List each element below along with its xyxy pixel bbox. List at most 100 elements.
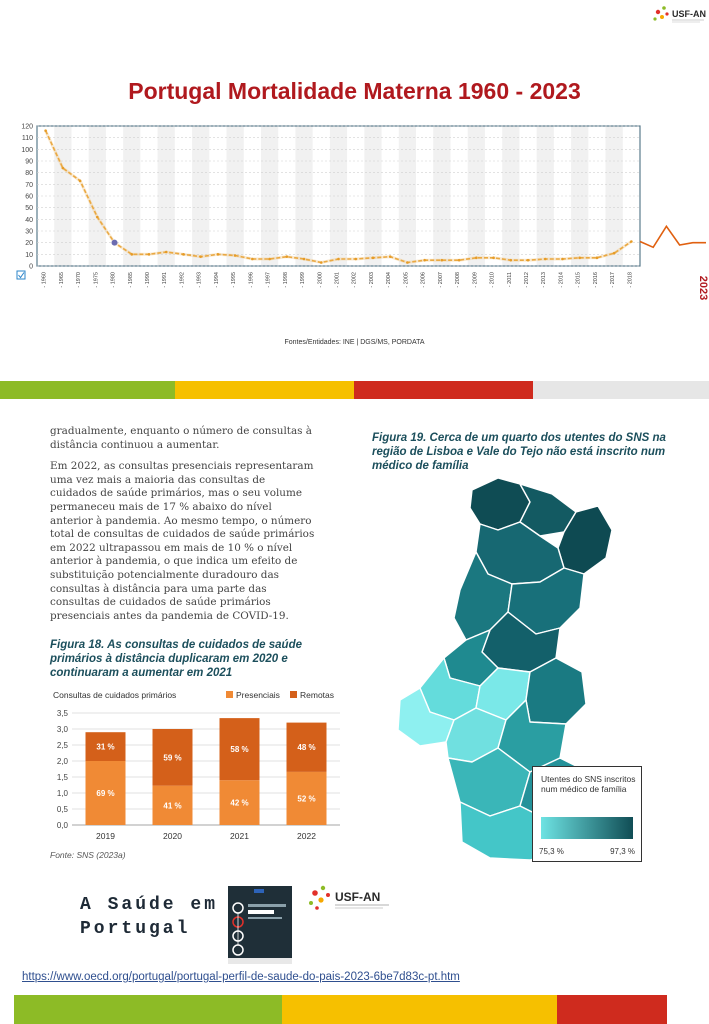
x-tick-label: - 2012 xyxy=(524,272,530,288)
data-point xyxy=(251,257,254,261)
y-tick-label: 90 xyxy=(25,159,33,166)
x-tick-label: - 1970 xyxy=(76,272,82,288)
consultations-bar-chart: Consultas de cuidados primários Presencia… xyxy=(53,690,340,841)
x-tick-label: - 1995 xyxy=(231,272,237,288)
x-tick-label: - 1991 xyxy=(162,272,168,288)
bar-value-label: 52 % xyxy=(297,794,315,803)
y-tick-label: 110 xyxy=(22,135,33,142)
bar-chart-title: Consultas de cuidados primários xyxy=(53,690,176,700)
x-tick-label: - 2013 xyxy=(541,272,547,288)
bar-segment xyxy=(219,780,260,825)
chart-band xyxy=(295,126,313,266)
bar-value-label: 41 % xyxy=(163,801,181,810)
data-point xyxy=(233,254,237,257)
checkbox-icon xyxy=(16,270,26,280)
oecd-report-link[interactable]: https://www.oecd.org/portugal/portugal-p… xyxy=(22,971,460,983)
x-tick-label: - 1996 xyxy=(248,272,254,288)
bar-category-label: 2022 xyxy=(297,831,316,841)
y-tick-label: 40 xyxy=(25,217,33,224)
bar-y-tick-label: 3,0 xyxy=(57,725,69,734)
data-point xyxy=(371,256,375,260)
bar-y-tick-label: 3,5 xyxy=(57,709,69,718)
data-point xyxy=(440,258,444,262)
bar-value-label: 59 % xyxy=(163,753,181,762)
data-point xyxy=(492,256,495,260)
data-point xyxy=(578,256,581,260)
figure18-source: Fonte: SNS (2023a) xyxy=(50,850,126,860)
bar-value-label: 31 % xyxy=(96,743,114,752)
y-tick-label: 60 xyxy=(25,194,33,201)
data-point xyxy=(78,179,82,183)
x-tick-label: - 2003 xyxy=(369,272,375,288)
series-extension-line xyxy=(639,224,706,249)
data-point xyxy=(526,258,530,262)
chart-band xyxy=(571,126,589,266)
data-point xyxy=(130,253,134,256)
data-point xyxy=(595,256,599,260)
x-tick-label: - 2000 xyxy=(317,272,323,288)
data-point xyxy=(457,258,461,262)
book-title-line-2: Portugal xyxy=(80,919,191,939)
y-tick-label: 50 xyxy=(25,205,33,212)
bar-category-label: 2021 xyxy=(230,831,249,841)
data-point xyxy=(543,257,547,261)
page-title: Portugal Mortalidade Materna 1960 - 2023 xyxy=(128,78,581,104)
mortality-line-chart: Taxa - Por cem mil1201101009080706050403… xyxy=(16,118,709,300)
bar-segment xyxy=(85,732,126,761)
logo-text-top: USF-AN xyxy=(672,9,706,19)
bar-segment xyxy=(286,722,327,772)
y-tick-label: 0 xyxy=(29,264,33,271)
x-tick-label: - 2016 xyxy=(593,272,599,288)
legend-swatch xyxy=(290,691,297,698)
data-point xyxy=(199,255,202,258)
bar-y-tick-label: 1,0 xyxy=(57,789,69,798)
x-tick-label: - 2008 xyxy=(455,272,461,288)
legend-label: Remotas xyxy=(300,690,334,700)
bar-value-label: 58 % xyxy=(230,745,248,754)
y-tick-label: 30 xyxy=(25,229,33,236)
data-point xyxy=(630,240,633,243)
x-tick-label: - 2011 xyxy=(507,272,513,287)
x-tick-label: - 1998 xyxy=(283,272,289,288)
x-tick-label: - 1980 xyxy=(111,272,117,288)
data-point xyxy=(61,166,65,170)
data-point xyxy=(302,257,306,261)
x-tick-label: - 2010 xyxy=(490,272,496,288)
chart-band xyxy=(398,126,417,266)
bottom-stripe-green xyxy=(14,995,282,1024)
data-point xyxy=(423,258,426,262)
bar-segment xyxy=(152,729,193,786)
x-tick-label: - 1960 xyxy=(42,272,48,288)
data-point xyxy=(612,251,616,255)
data-point xyxy=(44,129,47,132)
bar-category-label: 2019 xyxy=(96,831,115,841)
usf-an-logo-icon: USF-AN xyxy=(309,885,389,910)
data-point xyxy=(509,258,513,262)
bar-segment xyxy=(219,718,260,781)
map-legend-max: 97,3 % xyxy=(610,847,635,856)
checkbox-box xyxy=(16,270,26,280)
y-tick-label: 80 xyxy=(25,170,33,177)
x-tick-label: - 2001 xyxy=(335,272,341,288)
chart-sources: Fontes/Entidades: INE | DGS/MS, PORDATA xyxy=(284,339,425,346)
data-point xyxy=(147,253,151,256)
article-paragraph-1: gradualmente, enquanto o número de consu… xyxy=(50,425,312,451)
chart-band xyxy=(192,126,210,266)
y-tick-label: 70 xyxy=(25,182,33,189)
bar-y-tick-label: 2,0 xyxy=(57,757,69,766)
x-tick-label: - 1999 xyxy=(300,272,306,288)
y-tick-label: 20 xyxy=(25,240,33,247)
x-tick-label: - 1994 xyxy=(214,272,220,288)
book-title: A Saúde em Portugal xyxy=(80,893,218,941)
x-tick-label: - 2017 xyxy=(610,272,616,288)
map-legend: Utentes do SNS inscritos num médico de f… xyxy=(532,766,642,862)
x-tick-label: - 1992 xyxy=(179,272,185,288)
data-point xyxy=(285,255,289,258)
bottom-stripe-yellow xyxy=(282,995,557,1024)
data-point xyxy=(216,253,220,256)
chart-band xyxy=(467,126,485,266)
data-point xyxy=(475,256,478,260)
x-tick-label: - 2002 xyxy=(352,272,358,288)
stripe-green xyxy=(0,381,175,399)
x-tick-label: - 1993 xyxy=(197,272,203,288)
